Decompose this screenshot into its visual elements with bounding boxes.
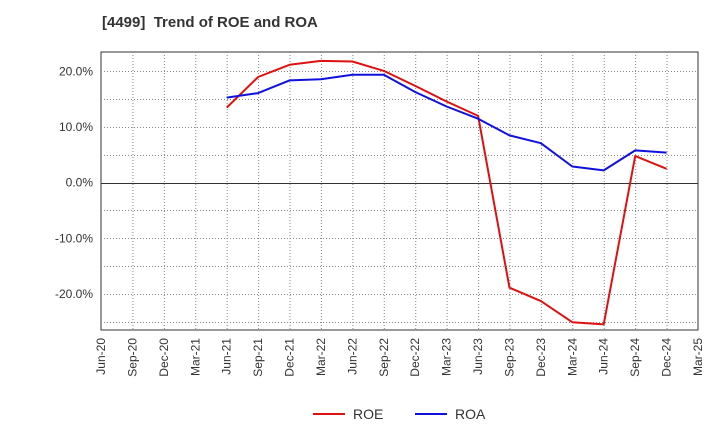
x-tick-label: Mar-21 <box>188 338 202 376</box>
legend-label-roa: ROA <box>455 406 486 422</box>
x-tick-label: Sep-20 <box>125 338 139 377</box>
chart-title: [4499] Trend of ROE and ROA <box>102 14 318 31</box>
legend-label-roe: ROE <box>353 406 383 422</box>
x-tick-label: Sep-21 <box>251 338 265 377</box>
y-tick-label: -20.0% <box>55 287 93 301</box>
x-tick-label: Dec-23 <box>534 338 548 377</box>
y-tick-label: 20.0% <box>59 64 93 78</box>
series-lines <box>226 59 667 326</box>
x-tick-label: Sep-23 <box>502 338 516 377</box>
x-tick-label: Jun-21 <box>220 338 234 375</box>
x-axis-tick-labels: Jun-20 Sep-20 Dec-20 Mar-21 Jun-21 Sep-21 Dec-… <box>94 338 705 377</box>
x-tick-label: Mar-22 <box>314 338 328 376</box>
x-tick-label: Jun-20 <box>94 338 108 375</box>
x-tick-label: Dec-20 <box>157 338 171 377</box>
x-tick-label: Jun-23 <box>471 338 485 375</box>
x-tick-label: Jun-24 <box>597 338 611 375</box>
legend: ROE ROA <box>313 406 486 422</box>
x-tick-label: Sep-24 <box>628 338 642 377</box>
x-tick-label: Mar-25 <box>691 338 705 376</box>
series-line-roa <box>226 73 667 172</box>
x-tick-label: Jun-22 <box>345 338 359 375</box>
plot-area <box>100 51 699 331</box>
y-axis-tick-labels: -20.0% -10.0% 0.0% 10.0% 20.0% <box>55 64 93 300</box>
x-tick-label: Dec-21 <box>283 338 297 377</box>
x-tick-label: Dec-24 <box>660 338 674 377</box>
x-tick-label: Sep-22 <box>377 338 391 377</box>
y-tick-label: -10.0% <box>55 231 93 245</box>
y-tick-label: 10.0% <box>59 120 93 134</box>
x-tick-label: Mar-23 <box>440 338 454 376</box>
x-tick-label: Dec-22 <box>408 338 422 377</box>
grid-lines <box>101 52 698 330</box>
series-line-roe <box>226 59 667 326</box>
x-tick-label: Mar-24 <box>565 338 579 376</box>
y-tick-label: 0.0% <box>66 176 94 190</box>
